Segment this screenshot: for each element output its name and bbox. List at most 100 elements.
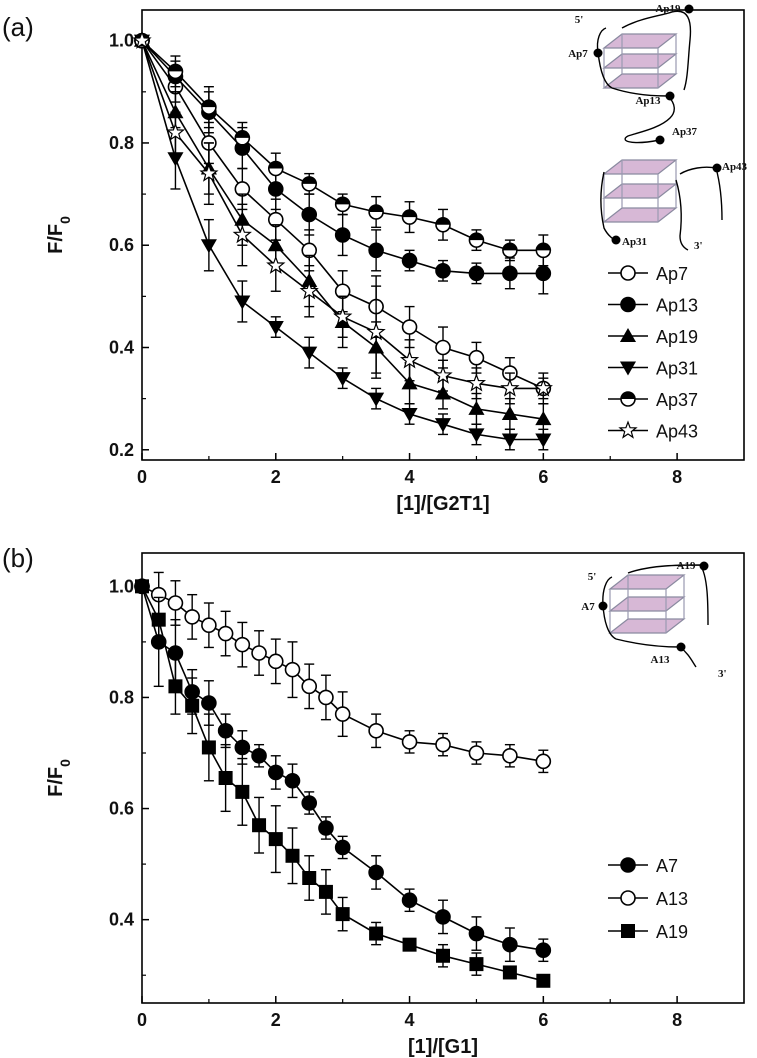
data-point-A7 <box>217 722 234 739</box>
adenine-site <box>598 601 608 611</box>
data-point-A7 <box>318 820 334 836</box>
g-quartet-plane <box>602 183 678 199</box>
data-point-Ap31 <box>200 239 217 254</box>
data-point-A19 <box>151 612 166 627</box>
data-point-Ap37 <box>368 204 384 220</box>
structure-label: Ap31 <box>622 236 647 248</box>
g-quartet-plane <box>608 596 686 612</box>
data-point-Ap43 <box>466 373 487 392</box>
structure-label: Ap13 <box>635 95 661 107</box>
data-point-A19 <box>318 884 333 899</box>
y-tick-label: 0.8 <box>109 133 134 153</box>
series-A19 <box>135 579 551 988</box>
y-axis-label: F/F0 <box>45 216 73 254</box>
x-tick-label: 0 <box>137 467 147 487</box>
data-point-A19 <box>168 679 183 694</box>
y-axis-label-main: F/F <box>45 224 67 254</box>
data-point-A19 <box>369 926 384 941</box>
data-point-Ap31 <box>535 433 552 448</box>
data-point-Ap37 <box>267 160 284 177</box>
data-point-Ap13 <box>401 252 418 269</box>
data-point-Ap43 <box>333 306 353 326</box>
data-point-Ap43 <box>433 365 453 384</box>
data-point-Ap43 <box>500 378 520 397</box>
data-point-A13 <box>334 706 351 722</box>
marker-fill-black <box>436 217 450 225</box>
legend-marker <box>620 391 636 407</box>
series-Ap37 <box>134 32 552 267</box>
x-tick-label: 8 <box>672 1010 682 1030</box>
legend-item-Ap19: Ap19 <box>608 327 698 347</box>
data-point-A13 <box>201 617 217 634</box>
legend-item-Ap37: Ap37 <box>608 390 698 410</box>
data-point-A19 <box>536 973 551 988</box>
legend-label: Ap19 <box>656 327 698 347</box>
data-point-A13 <box>301 678 318 695</box>
x-tick-label: 8 <box>672 467 682 487</box>
data-point-A19 <box>218 771 233 785</box>
data-point-Ap31 <box>434 418 452 433</box>
data-point-Ap43 <box>366 322 386 341</box>
x-tick-label: 4 <box>405 1010 415 1030</box>
structure-label: A19 <box>677 560 696 572</box>
data-point-Ap31 <box>167 152 184 167</box>
data-point-A19 <box>402 937 417 952</box>
data-point-Ap37 <box>167 63 184 80</box>
marker-fill-black <box>168 64 183 72</box>
chart-a-svg: 0 2 4 6 80.20.40.60.81.0[1]/[G2T1]F/F0(a)Ap7… <box>2 3 748 515</box>
data-point-Ap19 <box>501 405 518 421</box>
x-axis-label: [1]/[G1] <box>408 1036 478 1058</box>
legend-marker <box>620 265 636 281</box>
marker-fill-black <box>621 392 635 399</box>
data-point-A19 <box>285 848 300 863</box>
y-tick-label: 0.4 <box>109 338 134 358</box>
data-point-Ap7 <box>435 339 451 356</box>
series-Ap43 <box>132 30 553 405</box>
dna-strand <box>600 171 617 241</box>
data-point-A7 <box>435 909 451 925</box>
data-point-Ap31 <box>301 346 318 361</box>
g-quartet-plane <box>602 159 678 175</box>
g-quartet-plane <box>602 33 678 49</box>
data-point-A7 <box>535 942 552 959</box>
g-quartet-plane <box>602 207 678 223</box>
structure-label: Ap19 <box>655 3 681 15</box>
data-point-A13 <box>234 636 251 653</box>
data-point-Ap31 <box>267 321 284 336</box>
data-point-A13 <box>535 753 552 770</box>
data-point-A19 <box>252 818 267 833</box>
structure-label: 3' <box>694 240 703 252</box>
structure-label: A13 <box>651 654 670 666</box>
dna-strand <box>596 27 613 89</box>
y-tick-label: 0.6 <box>109 235 134 255</box>
data-point-Ap37 <box>435 216 451 233</box>
dna-strand <box>611 87 675 144</box>
legend-marker <box>620 890 636 906</box>
data-point-Ap13 <box>535 265 552 282</box>
data-point-Ap13 <box>368 242 384 259</box>
y-tick-label: 0.4 <box>109 910 134 930</box>
marker-fill-black <box>335 197 350 205</box>
legend-item-Ap43: Ap43 <box>608 420 698 442</box>
aminopurine-site <box>611 235 621 245</box>
legend-item-A13: A13 <box>608 889 688 909</box>
data-point-Ap43 <box>299 281 319 300</box>
data-point-Ap37 <box>201 99 217 115</box>
legend-label: A13 <box>656 889 688 909</box>
data-point-A19 <box>201 740 216 755</box>
legend-marker <box>619 327 637 343</box>
marker-fill-black <box>302 176 317 184</box>
data-point-A7 <box>502 936 518 953</box>
series-Ap13 <box>134 32 552 295</box>
data-point-A13 <box>401 734 418 750</box>
structure-label: A7 <box>581 601 595 613</box>
data-point-A13 <box>468 745 485 761</box>
series-line-A7 <box>141 586 544 951</box>
data-point-Ap31 <box>368 392 385 407</box>
data-point-A19 <box>135 579 149 594</box>
data-point-A19 <box>235 784 250 799</box>
data-point-A19 <box>185 698 200 713</box>
data-point-Ap19 <box>401 375 418 390</box>
legend-label: Ap7 <box>656 264 688 284</box>
data-point-Ap37 <box>301 176 318 192</box>
